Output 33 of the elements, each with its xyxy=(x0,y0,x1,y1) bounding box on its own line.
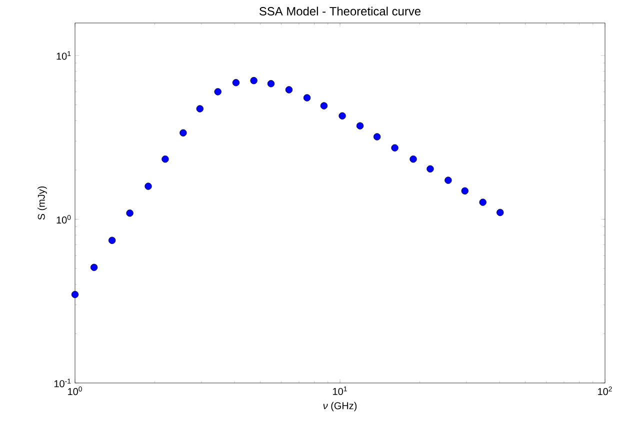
point xyxy=(267,80,275,88)
point xyxy=(214,88,222,96)
point xyxy=(410,156,417,163)
point xyxy=(373,133,381,140)
point xyxy=(496,208,504,216)
point xyxy=(356,122,364,130)
x-tick-label: 10$^{2}$ xyxy=(598,386,612,396)
point xyxy=(285,86,293,94)
x-axis-title: ν (GHz) xyxy=(323,402,357,412)
y-tick-label: 10$^{1}$ xyxy=(56,51,71,60)
point xyxy=(338,112,346,120)
point xyxy=(320,102,328,110)
point xyxy=(180,129,187,136)
point xyxy=(126,210,134,217)
chart-title: SSA Model - Theoretical curve xyxy=(259,6,421,16)
point xyxy=(144,182,152,190)
x-tick-label: 10$^{0}$ xyxy=(68,386,82,396)
point xyxy=(108,236,116,244)
point xyxy=(90,264,98,271)
point xyxy=(426,165,434,172)
point xyxy=(162,156,169,163)
y-tick-label: 10$^{-1}$ xyxy=(54,378,71,388)
x-tick-label: 10$^{1}$ xyxy=(333,386,347,396)
point xyxy=(196,105,204,112)
y-tick-label: 10$^{0}$ xyxy=(56,214,71,224)
point xyxy=(303,94,311,102)
point xyxy=(391,144,398,152)
point xyxy=(461,187,468,194)
point xyxy=(479,198,486,206)
point xyxy=(232,79,240,86)
y-axis-title: S (mJy) xyxy=(38,186,47,220)
point xyxy=(444,176,452,184)
point xyxy=(250,76,258,84)
